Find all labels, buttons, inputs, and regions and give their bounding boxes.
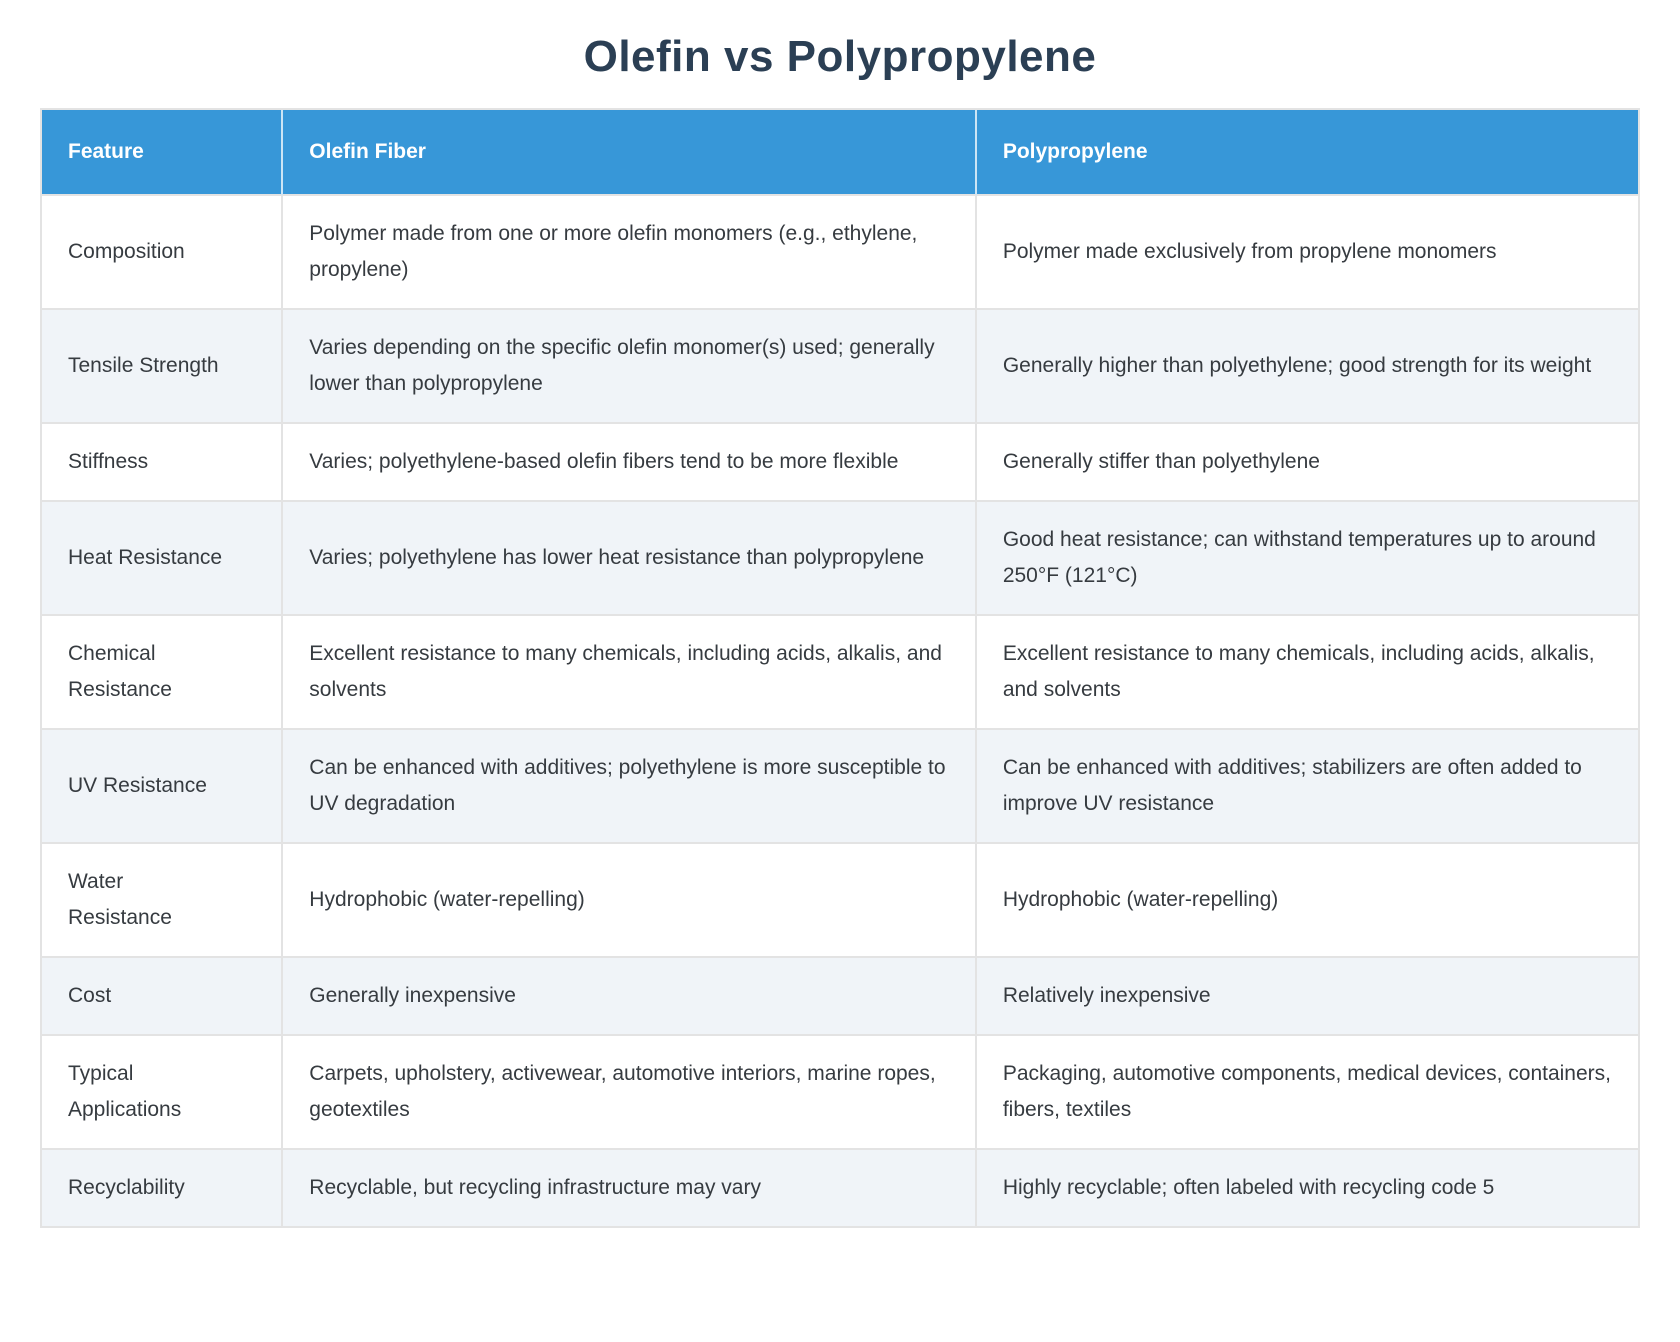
header-row: Feature Olefin Fiber Polypropylene bbox=[42, 110, 1640, 196]
column-header-feature: Feature bbox=[42, 110, 284, 196]
polypropylene-cell: Generally higher than polyethylene; good… bbox=[976, 310, 1640, 424]
comparison-table: Feature Olefin Fiber Polypropylene Compo… bbox=[40, 108, 1640, 1228]
olefin-fiber-cell: Varies; polyethylene-based olefin fibers… bbox=[283, 424, 977, 502]
feature-cell: Stiffness bbox=[42, 424, 284, 502]
table-row: Tensile Strength Varies depending on the … bbox=[42, 310, 1640, 424]
feature-cell: Cost bbox=[42, 958, 284, 1036]
table-row: Composition Polymer made from one or more… bbox=[42, 196, 1640, 310]
table-body: Composition Polymer made from one or more… bbox=[42, 196, 1640, 1228]
olefin-fiber-cell: Varies depending on the specific olefin … bbox=[283, 310, 977, 424]
polypropylene-cell: Good heat resistance; can withstand temp… bbox=[976, 502, 1640, 616]
polypropylene-cell: Can be enhanced with additives; stabiliz… bbox=[976, 730, 1640, 844]
polypropylene-cell: Polymer made exclusively from propylene … bbox=[976, 196, 1640, 310]
olefin-fiber-cell: Varies; polyethylene has lower heat resi… bbox=[283, 502, 977, 616]
table-row: Typical Applications Carpets, upholstery,… bbox=[42, 1036, 1640, 1150]
polypropylene-cell: Highly recyclable; often labeled with re… bbox=[976, 1150, 1640, 1228]
table-row: UV Resistance Can be enhanced with additi… bbox=[42, 730, 1640, 844]
table-row: Heat Resistance Varies; polyethylene has … bbox=[42, 502, 1640, 616]
table-row: Stiffness Varies; polyethylene-based olef… bbox=[42, 424, 1640, 502]
olefin-fiber-cell: Polymer made from one or more olefin mon… bbox=[283, 196, 977, 310]
feature-cell: Water Resistance bbox=[42, 844, 284, 958]
table-header: Feature Olefin Fiber Polypropylene bbox=[42, 110, 1640, 196]
polypropylene-cell: Hydrophobic (water-repelling) bbox=[976, 844, 1640, 958]
olefin-fiber-cell: Hydrophobic (water-repelling) bbox=[283, 844, 977, 958]
feature-cell: Typical Applications bbox=[42, 1036, 284, 1150]
table-row: Water Resistance Hydrophobic (water-repel… bbox=[42, 844, 1640, 958]
polypropylene-cell: Packaging, automotive components, medica… bbox=[976, 1036, 1640, 1150]
table-row: Recyclability Recyclable, but recycling i… bbox=[42, 1150, 1640, 1228]
feature-cell: Recyclability bbox=[42, 1150, 284, 1228]
polypropylene-cell: Excellent resistance to many chemicals, … bbox=[976, 616, 1640, 730]
table-row: Chemical Resistance Excellent resistance … bbox=[42, 616, 1640, 730]
feature-cell: Composition bbox=[42, 196, 284, 310]
olefin-fiber-cell: Can be enhanced with additives; polyethy… bbox=[283, 730, 977, 844]
page-title: Olefin vs Polypropylene bbox=[583, 32, 1097, 81]
feature-cell: Chemical Resistance bbox=[42, 616, 284, 730]
polypropylene-cell: Relatively inexpensive bbox=[976, 958, 1640, 1036]
column-header-olefin-fiber: Olefin Fiber bbox=[283, 110, 977, 196]
olefin-fiber-cell: Generally inexpensive bbox=[283, 958, 977, 1036]
olefin-fiber-cell: Excellent resistance to many chemicals, … bbox=[283, 616, 977, 730]
column-header-polypropylene: Polypropylene bbox=[976, 110, 1640, 196]
feature-cell: Heat Resistance bbox=[42, 502, 284, 616]
olefin-fiber-cell: Carpets, upholstery, activewear, automot… bbox=[283, 1036, 977, 1150]
feature-cell: Tensile Strength bbox=[42, 310, 284, 424]
olefin-fiber-cell: Recyclable, but recycling infrastructure… bbox=[283, 1150, 977, 1228]
feature-cell: UV Resistance bbox=[42, 730, 284, 844]
table-row: Cost Generally inexpensive Relatively inex… bbox=[42, 958, 1640, 1036]
polypropylene-cell: Generally stiffer than polyethylene bbox=[976, 424, 1640, 502]
